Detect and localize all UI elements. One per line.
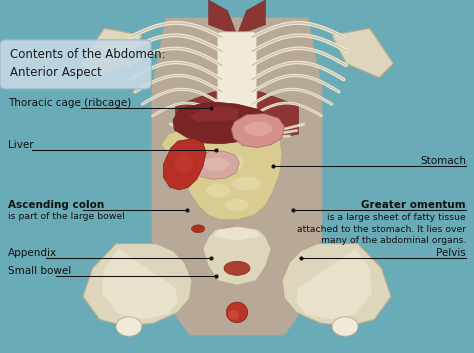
Ellipse shape xyxy=(225,198,249,211)
Polygon shape xyxy=(203,226,271,285)
FancyBboxPatch shape xyxy=(0,40,151,89)
Polygon shape xyxy=(152,18,322,335)
Polygon shape xyxy=(282,244,391,327)
Text: Liver: Liver xyxy=(8,140,34,150)
Polygon shape xyxy=(209,0,237,35)
Ellipse shape xyxy=(221,249,252,263)
Ellipse shape xyxy=(232,176,261,191)
Text: attached to the stomach. It lies over: attached to the stomach. It lies over xyxy=(297,225,466,234)
Ellipse shape xyxy=(211,154,244,171)
Text: Pelvis: Pelvis xyxy=(436,249,466,258)
Polygon shape xyxy=(231,114,284,148)
Polygon shape xyxy=(164,138,206,190)
Text: is part of the large bowel: is part of the large bowel xyxy=(8,213,125,221)
Ellipse shape xyxy=(215,226,250,244)
Ellipse shape xyxy=(209,238,235,253)
Ellipse shape xyxy=(203,157,228,171)
Polygon shape xyxy=(173,102,270,144)
Polygon shape xyxy=(175,92,299,141)
Ellipse shape xyxy=(228,310,239,320)
Ellipse shape xyxy=(244,122,273,136)
Ellipse shape xyxy=(175,153,193,173)
Polygon shape xyxy=(192,151,239,179)
Text: Thoracic cage (ribcage): Thoracic cage (ribcage) xyxy=(8,98,131,108)
Ellipse shape xyxy=(191,225,205,233)
Text: Stomach: Stomach xyxy=(420,156,466,166)
Ellipse shape xyxy=(332,317,358,336)
Ellipse shape xyxy=(116,317,142,336)
Polygon shape xyxy=(102,249,178,319)
Polygon shape xyxy=(161,126,282,220)
Text: Small bowel: Small bowel xyxy=(8,266,71,276)
Text: Ascending colon: Ascending colon xyxy=(8,200,104,210)
Polygon shape xyxy=(237,0,265,35)
Ellipse shape xyxy=(224,261,250,275)
Polygon shape xyxy=(190,106,239,122)
Polygon shape xyxy=(81,28,142,78)
Polygon shape xyxy=(213,228,260,241)
Ellipse shape xyxy=(227,302,247,323)
FancyBboxPatch shape xyxy=(217,32,257,152)
Text: Contents of the Abdomen:
Anterior Aspect: Contents of the Abdomen: Anterior Aspect xyxy=(10,48,166,79)
Text: many of the abdominal organs.: many of the abdominal organs. xyxy=(320,236,466,245)
Text: Greater omentum: Greater omentum xyxy=(361,200,466,210)
Text: Appendix: Appendix xyxy=(8,249,57,258)
Ellipse shape xyxy=(232,238,261,252)
Ellipse shape xyxy=(206,184,230,198)
Polygon shape xyxy=(332,28,393,78)
Polygon shape xyxy=(83,244,192,327)
Text: is a large sheet of fatty tissue: is a large sheet of fatty tissue xyxy=(327,214,466,222)
Polygon shape xyxy=(296,249,372,319)
